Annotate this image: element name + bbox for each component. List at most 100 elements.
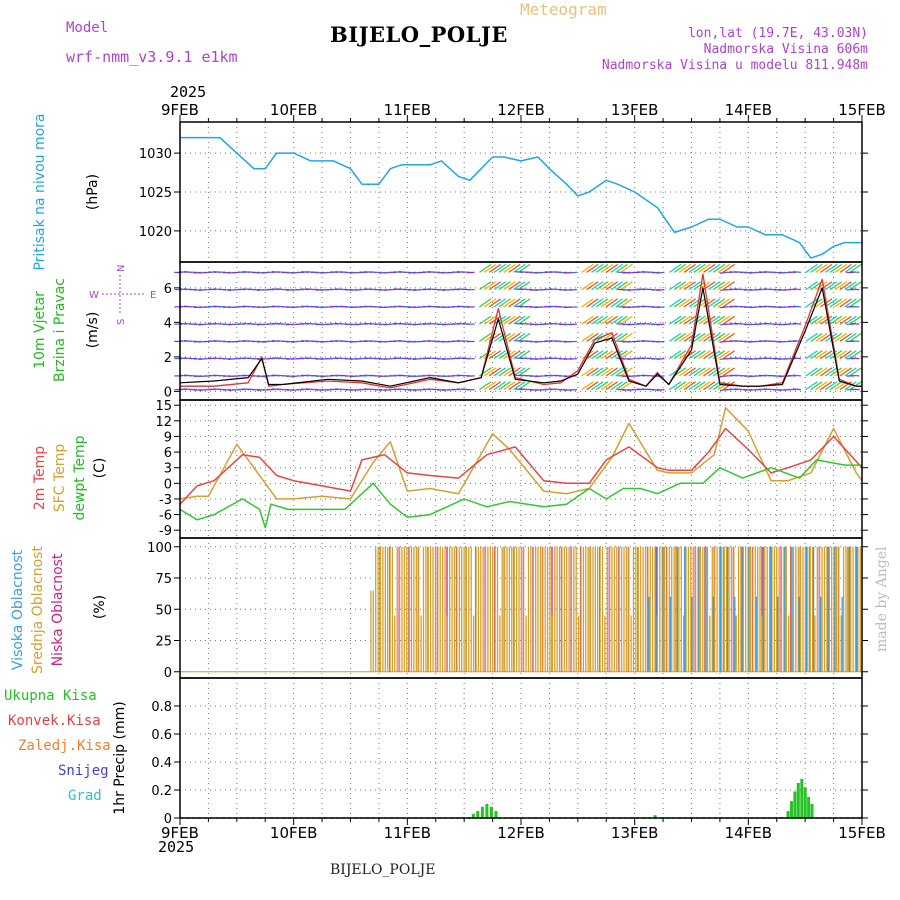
wind-panel-title: 10m Vjetar bbox=[32, 291, 48, 369]
y-tick-label: -6 bbox=[159, 509, 172, 524]
wind-arrow bbox=[513, 332, 526, 342]
wind-arrow bbox=[810, 315, 823, 325]
x-tick-label: 9FEB bbox=[161, 824, 199, 842]
wind-arrow bbox=[493, 381, 506, 391]
wind-arrow bbox=[600, 315, 614, 325]
wind-arrow bbox=[586, 332, 599, 342]
wind-arrow bbox=[717, 263, 731, 273]
wind-arrow bbox=[824, 381, 838, 391]
wind-arrow bbox=[815, 367, 828, 377]
wind-arrow bbox=[669, 381, 682, 391]
x-tick-label: 9FEB bbox=[161, 101, 199, 119]
wind-arrow bbox=[792, 305, 801, 308]
wind-arrow bbox=[669, 332, 682, 342]
wind-arrow bbox=[839, 350, 852, 360]
precip-bar bbox=[810, 804, 814, 818]
wind-arrow bbox=[591, 315, 604, 325]
wind-arrow bbox=[673, 381, 687, 391]
wind-arrow bbox=[722, 281, 735, 291]
x-tick-label: 12FEB bbox=[497, 101, 544, 119]
wind-arrow bbox=[703, 332, 716, 342]
wind-arrow bbox=[508, 381, 521, 391]
y-tick-label: 9 bbox=[164, 430, 172, 445]
wind-arrow bbox=[688, 367, 701, 377]
wind-arrow bbox=[581, 298, 594, 308]
precip-bar bbox=[494, 811, 498, 818]
y-tick-label: 0.2 bbox=[151, 784, 172, 799]
wind-arrow bbox=[810, 263, 823, 273]
x-tick-label: 15FEB bbox=[838, 101, 885, 119]
wind-arrow bbox=[498, 298, 511, 308]
y-tick-label: 4 bbox=[164, 316, 172, 331]
x-tick-label: 13FEB bbox=[611, 824, 658, 842]
wind-arrow bbox=[792, 374, 801, 377]
wind-arrow bbox=[479, 332, 492, 342]
wind-gust-line bbox=[180, 273, 862, 389]
compass-west-label: W bbox=[89, 290, 99, 301]
precip-bar bbox=[790, 801, 793, 818]
y-tick-label: 15 bbox=[155, 399, 172, 414]
wind-arrow bbox=[844, 298, 857, 308]
precip-legend-item: Ukupna Kisa bbox=[4, 688, 97, 704]
wind-arrow bbox=[591, 332, 604, 342]
wind-arrow bbox=[693, 263, 706, 273]
pressure-unit: (hPa) bbox=[85, 174, 101, 210]
wind-arrow bbox=[479, 281, 492, 291]
cloud-low-title: Niska Oblacnost bbox=[50, 553, 66, 666]
wind-arrow bbox=[610, 381, 623, 391]
wind-arrow bbox=[815, 315, 828, 325]
wind-arrow bbox=[656, 271, 665, 274]
wind-arrow bbox=[479, 263, 492, 273]
x-tick-label: 14FEB bbox=[725, 824, 772, 842]
temp-2m-line bbox=[179, 427, 863, 505]
wind-arrow bbox=[703, 367, 716, 377]
precip-bar bbox=[796, 783, 800, 818]
wind-arrow bbox=[849, 298, 862, 308]
wind-arrow bbox=[805, 381, 818, 391]
wind-arrow bbox=[508, 315, 521, 325]
wind-arrow bbox=[493, 315, 506, 325]
y-tick-label: 0.4 bbox=[151, 756, 172, 771]
wind-arrow bbox=[805, 315, 818, 325]
wind-arrow bbox=[669, 263, 682, 273]
wind-arrow bbox=[829, 315, 843, 325]
wind-arrow bbox=[581, 332, 594, 342]
wind-arrow bbox=[493, 298, 506, 308]
wind-arrow bbox=[595, 315, 609, 325]
wind-arrow bbox=[620, 263, 633, 273]
wind-arrow bbox=[610, 263, 623, 273]
precip-legend-item: Konvek.Kisa bbox=[8, 713, 101, 729]
wind-arrow bbox=[678, 332, 692, 342]
wind-arrow bbox=[591, 381, 604, 391]
y-tick-label: 0 bbox=[164, 812, 172, 827]
wind-arrow bbox=[656, 358, 665, 360]
wind-arrow bbox=[673, 315, 687, 325]
wind-arrow bbox=[479, 298, 492, 308]
precip-bar bbox=[793, 791, 797, 818]
wind-arrow bbox=[605, 298, 618, 308]
wind-arrow bbox=[792, 388, 801, 391]
wind-arrow bbox=[820, 367, 833, 377]
y-tick-label: 2 bbox=[164, 351, 172, 366]
wind-arrow bbox=[851, 340, 860, 342]
wind-arrow bbox=[581, 281, 594, 291]
wind-arrow bbox=[851, 271, 860, 273]
wind-arrow bbox=[586, 315, 599, 325]
wind-arrow bbox=[844, 263, 857, 273]
cloud-mid-title: Srednja Oblacnost bbox=[30, 546, 46, 674]
wind-arrow bbox=[722, 367, 735, 377]
wind-arrow bbox=[829, 367, 843, 377]
y-tick-label: 50 bbox=[155, 603, 172, 618]
wind-arrow bbox=[620, 298, 633, 308]
wind-arrow bbox=[708, 332, 721, 342]
precip-bar bbox=[489, 806, 493, 818]
wind-arrow bbox=[810, 367, 823, 377]
wind-arrow bbox=[844, 332, 857, 342]
wind-arrow bbox=[568, 289, 577, 291]
wind-arrow bbox=[673, 332, 687, 342]
wind-arrow bbox=[483, 281, 497, 291]
wind-arrow bbox=[698, 381, 711, 391]
wind-arrow bbox=[844, 315, 857, 325]
wind-unit: (m/s) bbox=[85, 312, 101, 349]
wind-arrow bbox=[815, 332, 828, 342]
